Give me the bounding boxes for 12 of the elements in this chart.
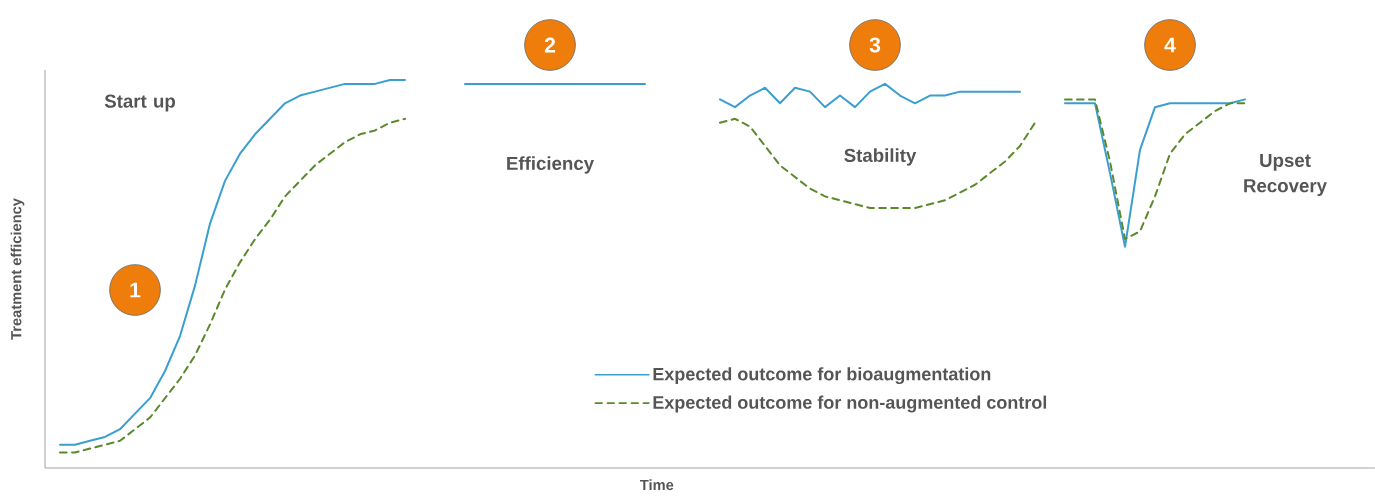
text: 3 bbox=[869, 37, 881, 53]
legend-label: Expected outcome for bioaugmentation bbox=[653, 367, 991, 385]
text: 2 bbox=[544, 37, 556, 53]
annotation: Upset Recovery bbox=[1244, 153, 1327, 196]
legend-label: Expected outcome for non-augmented control bbox=[653, 395, 1047, 413]
annotation: Efficiency bbox=[507, 156, 595, 174]
x-axis-title: Time bbox=[640, 479, 674, 491]
text: 4 bbox=[1164, 37, 1176, 53]
y-axis-title: Treatment efficiency bbox=[10, 198, 25, 340]
annotation: Start up bbox=[104, 94, 176, 112]
annotation: Stability bbox=[844, 148, 917, 166]
annotation: 1 bbox=[130, 282, 141, 298]
